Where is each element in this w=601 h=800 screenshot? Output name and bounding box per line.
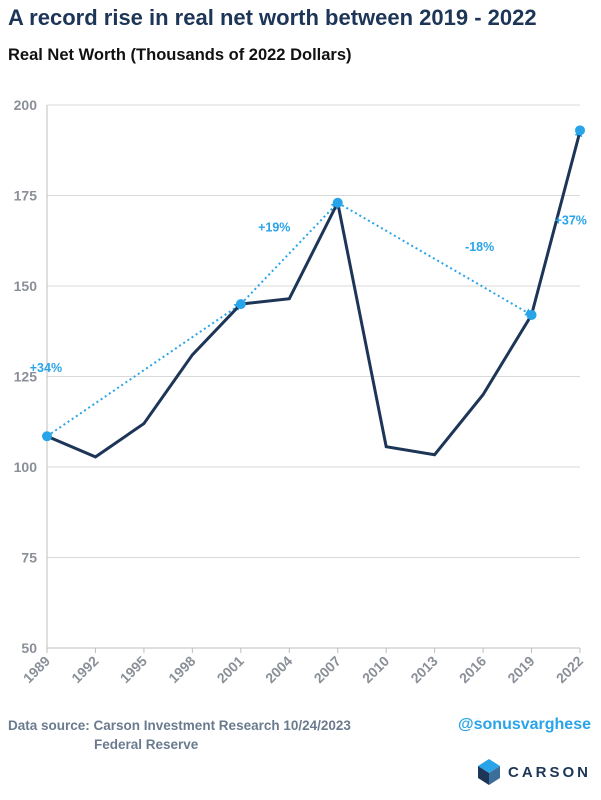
annotation-label: -18% [465,240,494,254]
x-tick-label: 1989 [20,653,53,686]
carson-logo: CARSON [477,758,591,786]
x-tick-label: 2010 [359,653,392,686]
x-tick-label: 1998 [165,653,198,686]
data-point [332,197,343,208]
x-tick-label: 1995 [117,653,150,686]
annotation-label: +19% [258,220,290,234]
chart-title: A record rise in real net worth between … [8,5,537,30]
net-worth-line [46,131,582,459]
annotation-label: +37% [555,214,587,228]
line-chart: 50 75 100 125 150 175 200 1989 1992 1995 1998 2001 2… [14,97,587,686]
data-point [575,125,585,136]
x-tick-label: 2004 [262,653,295,686]
data-point [235,299,246,310]
x-tick-label: 2013 [407,653,440,686]
chart-subtitle: Real Net Worth (Thousands of 2022 Dollar… [8,46,352,64]
y-tick-label: 125 [14,369,38,385]
y-tick-label: 175 [14,188,38,204]
author-handle[interactable]: @sonusvarghese [458,716,591,733]
annotation-label: +34% [30,361,62,375]
y-tick-label: 150 [14,278,38,294]
data-point [42,431,52,442]
data-source-line-2: Federal Reserve [94,737,199,752]
annotation-arrow [46,303,242,438]
brand-wordmark: CARSON [507,763,591,781]
carson-mark-icon [477,759,500,785]
y-tick-label: 100 [14,459,38,475]
y-tick-label: 50 [21,640,37,656]
x-tick-label: 2007 [311,653,344,686]
x-tick-label: 2019 [504,653,537,686]
data-point [526,309,537,320]
data-source-line-1: Data source: Carson Investment Research … [8,718,351,733]
annotation-arrow [240,202,339,305]
annotation-arrow [337,201,533,316]
x-tick-label: 2016 [456,653,489,686]
x-tick-label: 2022 [553,653,586,686]
x-tick-label: 1992 [68,653,101,686]
y-tick-label: 75 [21,550,37,566]
x-tick-label: 2001 [214,653,247,686]
y-tick-label: 200 [14,97,38,113]
